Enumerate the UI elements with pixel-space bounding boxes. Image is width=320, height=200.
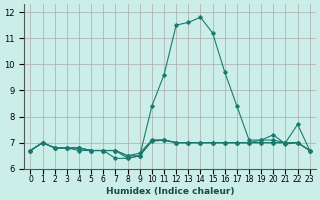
X-axis label: Humidex (Indice chaleur): Humidex (Indice chaleur) xyxy=(106,187,234,196)
